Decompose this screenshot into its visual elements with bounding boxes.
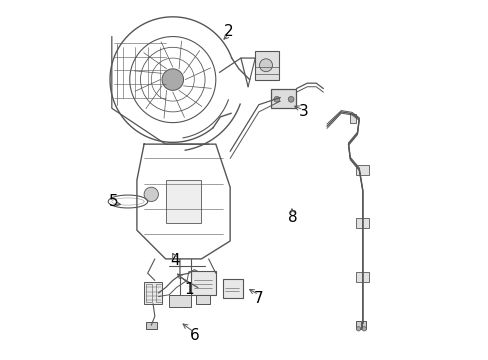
Circle shape <box>273 96 279 102</box>
Text: 6: 6 <box>189 328 199 343</box>
Text: 7: 7 <box>253 291 263 306</box>
Circle shape <box>144 187 158 202</box>
Text: 1: 1 <box>183 282 193 297</box>
Bar <box>223 279 242 298</box>
Bar <box>145 321 156 329</box>
Text: 2: 2 <box>223 24 233 39</box>
Bar <box>155 284 162 302</box>
Circle shape <box>259 59 272 72</box>
Bar <box>190 271 215 295</box>
Bar <box>165 180 201 223</box>
Bar <box>271 89 296 108</box>
Text: 8: 8 <box>287 210 297 225</box>
Text: 5: 5 <box>108 194 118 209</box>
Bar <box>255 51 278 80</box>
Bar <box>356 165 368 175</box>
Bar <box>144 282 162 304</box>
Circle shape <box>287 96 293 102</box>
Bar <box>145 284 152 302</box>
Circle shape <box>162 69 183 90</box>
Circle shape <box>362 327 366 331</box>
Text: 3: 3 <box>298 104 308 120</box>
Bar <box>356 219 368 228</box>
Bar <box>196 295 210 304</box>
Circle shape <box>356 327 360 331</box>
Bar <box>169 295 190 307</box>
Bar <box>349 114 355 123</box>
Bar <box>362 321 366 329</box>
Bar <box>356 272 368 282</box>
Text: 4: 4 <box>169 253 179 268</box>
Bar <box>356 321 360 329</box>
